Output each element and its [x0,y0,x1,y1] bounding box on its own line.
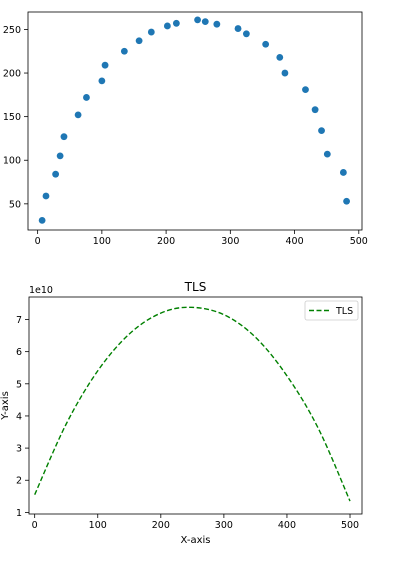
y-tick-label: 100 [3,156,21,167]
y-tick-label: 250 [3,25,21,36]
x-tick-label: 100 [93,236,111,247]
plot-frame [27,11,363,231]
scatter-point [172,19,180,27]
legend-box [304,300,359,321]
scatter-point [323,150,331,158]
y-axis-label: Y-axis [0,391,11,421]
scatter-point [281,69,289,77]
scatter-point [38,217,46,224]
scatter-point [74,111,82,119]
y-tick-label: 6 [16,347,22,358]
scatter-point [101,61,109,69]
y-tick-label: 150 [3,112,21,123]
scatter-point [234,25,242,32]
legend: TLS [304,300,359,321]
scatter-point [276,53,284,61]
scatter-point [83,94,90,101]
scatter-point [242,30,250,38]
scatter-point [56,152,64,160]
scatter-point [98,77,106,85]
scatter-point [163,22,171,30]
scatter-point [147,28,155,36]
x-tick-label: 400 [285,236,303,247]
x-tick-label: 300 [215,520,233,531]
scatter-point [339,169,347,176]
legend-label: TLS [335,306,353,317]
scatter-point [201,18,209,25]
y-tick-label: 200 [3,69,21,80]
x-tick-label: 300 [221,236,239,247]
x-tick-label: 200 [157,236,175,247]
y-tick-label: 50 [9,199,21,210]
y-offset-label: 1e10 [29,285,53,296]
scatter-point [42,192,50,200]
y-tick-label: 4 [16,411,22,422]
scatter-point [194,16,201,24]
scatter-point [60,133,68,141]
x-tick-label: 500 [341,520,359,531]
x-tick-label: 100 [89,520,107,531]
y-tick-label: 1 [16,508,22,519]
x-tick-label: 400 [278,520,296,531]
tls-series-line [34,306,351,502]
chart-title: TLS [184,280,207,294]
scatter-point [311,106,319,114]
x-tick-label: 200 [152,520,170,531]
plot-frame [28,296,363,515]
scatter-point [262,40,270,48]
scatter-point [343,197,350,205]
y-tick-label: 7 [16,315,22,326]
tls-line-chart: 0 100 200 300 400 500 1 2 3 4 5 6 7 TLS X-axis Y-axis 1e… [0,280,363,546]
x-tick-label: 0 [35,236,41,247]
y-tick-label: 5 [16,379,22,390]
scatter-point [52,170,60,178]
x-tick-label: 500 [350,236,368,247]
x-tick-label: 0 [32,520,38,531]
y-tick-label: 3 [16,444,22,455]
scatter-point [213,20,221,28]
scatter-point [302,86,309,94]
scatter-point [135,37,143,45]
scatter-point [318,127,325,134]
x-axis-label: X-axis [181,535,211,546]
y-tick-label: 2 [16,476,22,487]
scatter-chart: 0 100 200 300 400 500 50 100 150 200 250 [3,11,368,247]
scatter-point [120,47,128,55]
